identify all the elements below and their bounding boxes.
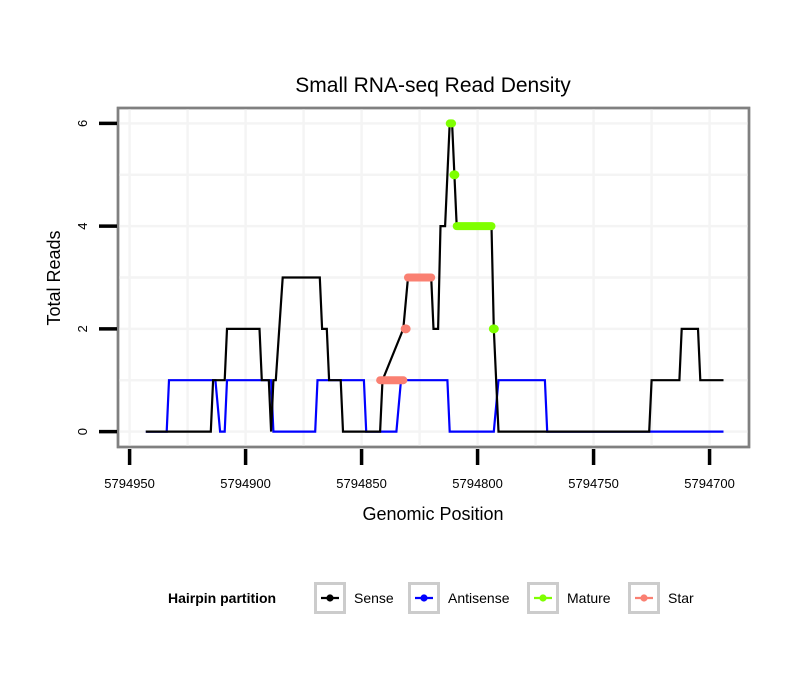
star-point — [400, 324, 411, 334]
x-tick-label: 5794800 — [452, 476, 503, 491]
x-tick-label: 5794900 — [220, 476, 271, 491]
mature-point — [488, 324, 499, 334]
y-tick-label: 6 — [75, 120, 90, 127]
legend: Hairpin partition Sense Antisense Mature St… — [168, 582, 694, 614]
x-axis: 5794950 5794900 5794850 5794800 5794750 57947… — [104, 449, 735, 491]
y-tick-label: 2 — [75, 325, 90, 332]
x-tick-label: 5794700 — [684, 476, 735, 491]
legend-point-star — [640, 594, 648, 602]
plot-border — [116, 106, 751, 449]
y-axis: 0 2 4 6 — [75, 120, 117, 435]
x-tick-label: 5794750 — [568, 476, 619, 491]
x-axis-title: Genomic Position — [362, 504, 503, 524]
legend-label-sense: Sense — [354, 590, 394, 606]
x-tick-label: 5794950 — [104, 476, 155, 491]
y-tick-label: 4 — [75, 223, 90, 230]
y-axis-title: Total Reads — [44, 230, 64, 325]
legend-point-antisense — [420, 594, 428, 602]
legend-point-mature — [539, 594, 547, 602]
legend-title: Hairpin partition — [168, 590, 276, 606]
mature-point — [449, 170, 460, 180]
legend-key-star — [628, 582, 660, 614]
x-tick-label: 5794850 — [336, 476, 387, 491]
legend-label-antisense: Antisense — [448, 590, 510, 606]
y-tick-label: 0 — [75, 428, 90, 435]
legend-label-mature: Mature — [567, 590, 611, 606]
legend-label-star: Star — [668, 590, 694, 606]
legend-point-sense — [326, 594, 334, 602]
series-layer — [145, 119, 724, 433]
chart-title: Small RNA-seq Read Density — [295, 74, 571, 97]
